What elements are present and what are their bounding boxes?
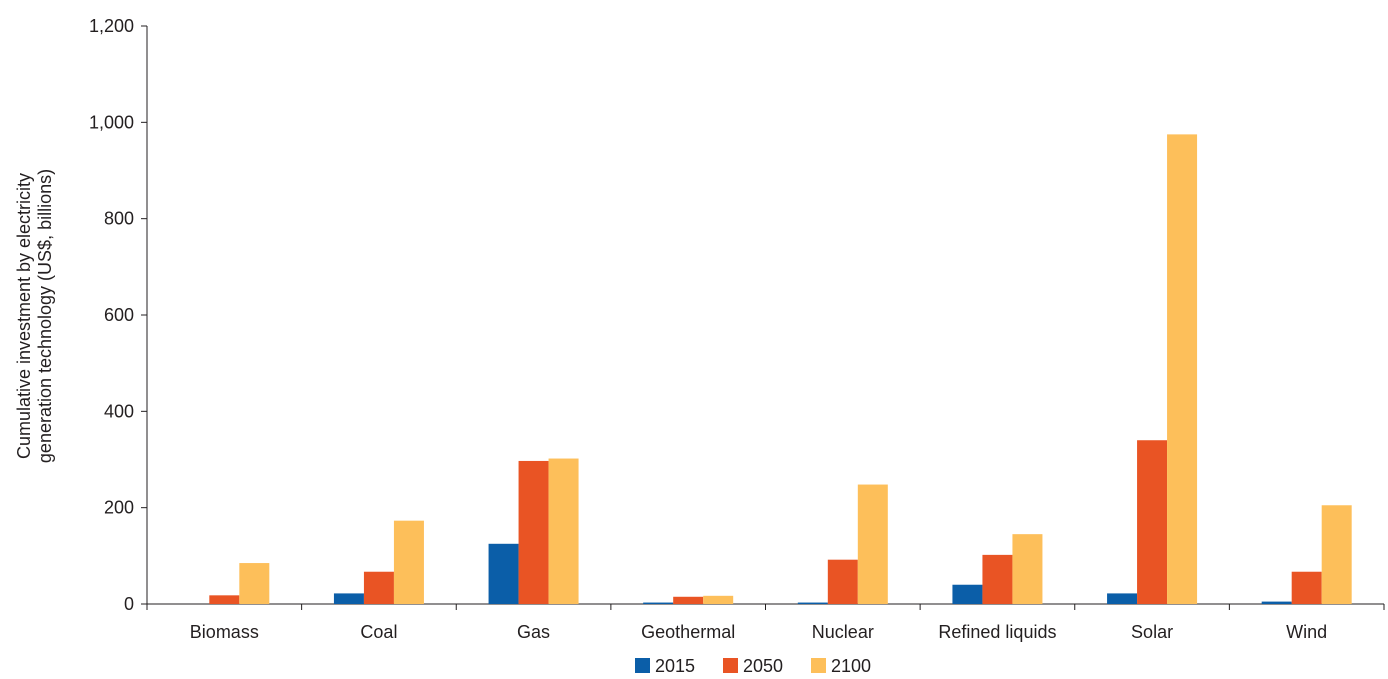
y-tick-label: 200 — [104, 498, 134, 518]
y-tick-label: 1,200 — [89, 16, 134, 36]
legend-label-2050: 2050 — [743, 656, 783, 676]
bar-2050 — [518, 460, 549, 604]
bar-2100 — [1012, 534, 1043, 604]
bar-2050 — [1291, 571, 1322, 604]
legend-swatch-2015 — [635, 658, 650, 673]
legend: 2015 2050 2100 — [635, 656, 871, 676]
y-tick-label: 1,000 — [89, 112, 134, 132]
bars — [209, 134, 1352, 604]
y-axis-title-line-1: Cumulative investment by electricity — [14, 173, 34, 459]
y-tick-label: 600 — [104, 305, 134, 325]
bar-2015 — [488, 543, 519, 604]
bar-2050 — [209, 595, 240, 604]
bar-2015 — [1107, 593, 1138, 604]
bar-2100 — [1167, 134, 1198, 604]
x-tick-label: Biomass — [190, 622, 259, 642]
legend-label-2100: 2100 — [831, 656, 871, 676]
bar-2100 — [703, 595, 734, 604]
bar-2015 — [1261, 601, 1292, 604]
x-tick-label: Refined liquids — [938, 622, 1056, 642]
x-tick-label: Nuclear — [812, 622, 874, 642]
bar-2015 — [952, 584, 983, 604]
bar-2100 — [393, 520, 424, 604]
x-tick-label: Gas — [517, 622, 550, 642]
bar-2100 — [239, 563, 270, 604]
legend-swatch-2050 — [723, 658, 738, 673]
bar-2050 — [982, 554, 1013, 604]
bar-2015 — [333, 593, 364, 604]
y-tick-label: 400 — [104, 401, 134, 421]
y-tick-label: 800 — [104, 209, 134, 229]
bar-2015 — [797, 602, 828, 604]
x-tick-label: Solar — [1131, 622, 1173, 642]
x-tick-label: Geothermal — [641, 622, 735, 642]
y-axis-title-line-2: generation technology (US$, billions) — [35, 169, 55, 463]
y-tick-label: 0 — [124, 594, 134, 614]
bar-2050 — [363, 571, 394, 604]
bar-2050 — [673, 596, 704, 604]
x-tick-label: Coal — [360, 622, 397, 642]
bar-2100 — [1321, 505, 1352, 604]
bar-2050 — [827, 559, 858, 604]
x-axis: Biomass Coal Gas Geothermal Nuclear Refined l… — [146, 603, 1385, 642]
bar-2100 — [548, 458, 579, 604]
y-axis-title: Cumulative investment by electricity gen… — [14, 169, 55, 463]
bar-2050 — [1137, 440, 1168, 604]
legend-swatch-2100 — [811, 658, 826, 673]
x-tick-label: Wind — [1286, 622, 1327, 642]
legend-label-2015: 2015 — [655, 656, 695, 676]
y-axis: 0 200 400 600 800 1,000 1,200 — [89, 16, 148, 614]
bar-2015 — [643, 602, 674, 604]
bar-2100 — [857, 484, 888, 604]
